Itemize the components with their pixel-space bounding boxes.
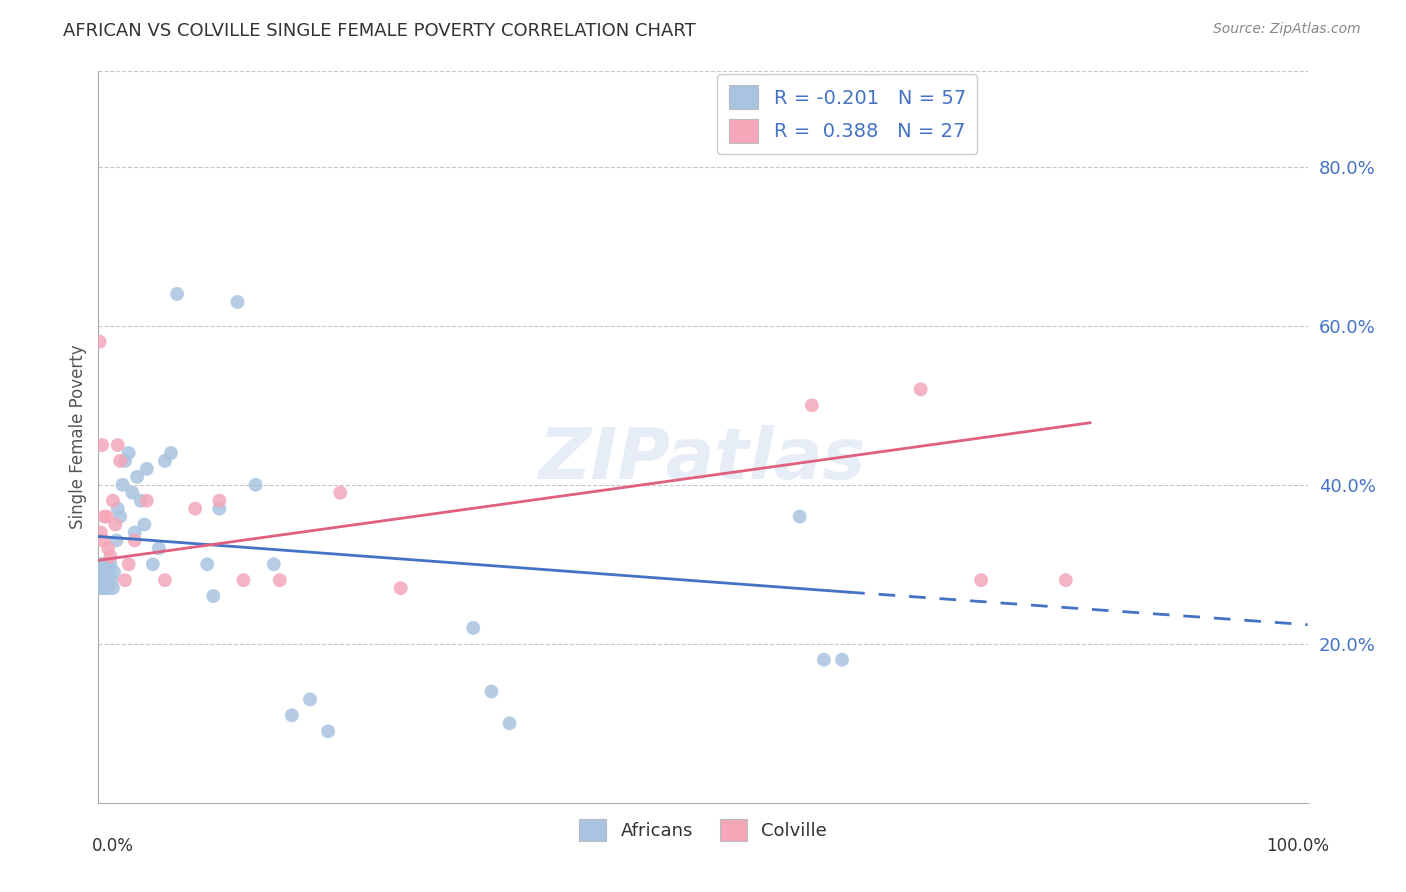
Point	[118, 558, 141, 572]
Point	[389, 581, 412, 595]
Point	[100, 549, 122, 564]
Point	[89, 566, 111, 580]
Point	[98, 566, 121, 580]
Point	[831, 653, 853, 667]
Point	[90, 558, 112, 572]
Point	[91, 566, 114, 580]
Point	[97, 541, 120, 556]
Point	[232, 573, 254, 587]
Point	[114, 454, 136, 468]
Text: 100.0%: 100.0%	[1265, 837, 1329, 855]
Point	[970, 573, 993, 587]
Point	[124, 525, 146, 540]
Point	[96, 573, 118, 587]
Point	[93, 581, 115, 595]
Text: 0.0%: 0.0%	[91, 837, 134, 855]
Point	[134, 517, 156, 532]
Point	[129, 493, 152, 508]
Point	[1054, 573, 1077, 587]
Point	[135, 462, 157, 476]
Point	[148, 541, 170, 556]
Point	[789, 509, 811, 524]
Point	[166, 287, 188, 301]
Point	[90, 573, 112, 587]
Point	[101, 581, 124, 595]
Point	[105, 533, 128, 548]
Point	[813, 653, 835, 667]
Point	[91, 573, 114, 587]
Point	[160, 446, 183, 460]
Point	[100, 558, 122, 572]
Point	[135, 493, 157, 508]
Point	[96, 558, 118, 572]
Point	[107, 501, 129, 516]
Point	[97, 573, 120, 587]
Point	[91, 533, 114, 548]
Point	[91, 438, 114, 452]
Point	[481, 684, 503, 698]
Point	[121, 485, 143, 500]
Point	[94, 566, 117, 580]
Point	[90, 525, 112, 540]
Point	[153, 454, 176, 468]
Point	[269, 573, 291, 587]
Point	[97, 581, 120, 595]
Point	[89, 581, 111, 595]
Legend: Africans, Colville: Africans, Colville	[572, 812, 834, 848]
Point	[124, 533, 146, 548]
Point	[93, 573, 115, 587]
Point	[226, 294, 249, 309]
Point	[153, 573, 176, 587]
Point	[281, 708, 304, 723]
Point	[195, 558, 218, 572]
Point	[263, 558, 285, 572]
Point	[91, 558, 114, 572]
Point	[93, 558, 115, 572]
Point	[498, 716, 520, 731]
Point	[114, 573, 136, 587]
Point	[91, 573, 114, 587]
Point	[111, 477, 134, 491]
Point	[299, 692, 322, 706]
Point	[90, 581, 112, 595]
Point	[100, 573, 122, 587]
Point	[208, 501, 231, 516]
Y-axis label: Single Female Poverty: Single Female Poverty	[69, 345, 87, 529]
Point	[329, 485, 352, 500]
Point	[91, 566, 114, 580]
Point	[108, 454, 131, 468]
Point	[463, 621, 485, 635]
Point	[800, 398, 823, 412]
Point	[104, 517, 127, 532]
Text: AFRICAN VS COLVILLE SINGLE FEMALE POVERTY CORRELATION CHART: AFRICAN VS COLVILLE SINGLE FEMALE POVERT…	[63, 22, 696, 40]
Point	[245, 477, 267, 491]
Point	[101, 493, 124, 508]
Point	[202, 589, 225, 603]
Text: Source: ZipAtlas.com: Source: ZipAtlas.com	[1213, 22, 1361, 37]
Point	[118, 446, 141, 460]
Point	[208, 493, 231, 508]
Point	[108, 509, 131, 524]
Point	[127, 470, 149, 484]
Point	[93, 509, 115, 524]
Point	[103, 566, 125, 580]
Point	[910, 383, 932, 397]
Point	[142, 558, 165, 572]
Point	[96, 509, 118, 524]
Point	[316, 724, 339, 739]
Point	[184, 501, 207, 516]
Point	[89, 573, 111, 587]
Text: ZIPatlas: ZIPatlas	[540, 425, 866, 493]
Point	[89, 334, 111, 349]
Point	[107, 438, 129, 452]
Point	[94, 581, 117, 595]
